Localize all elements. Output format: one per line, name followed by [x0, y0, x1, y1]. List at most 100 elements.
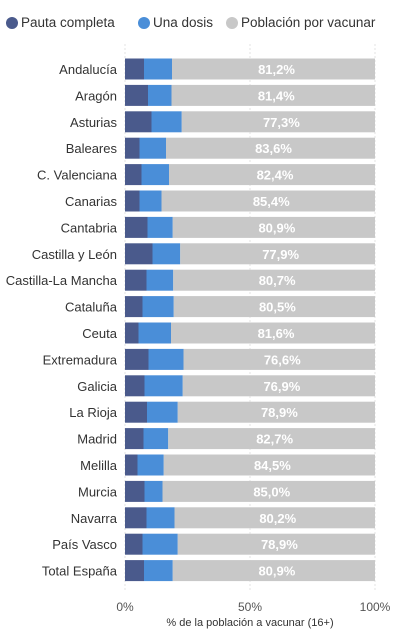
- bar-cantabria-poblacion-por-vacunar[interactable]: [172, 216, 375, 238]
- legend-item-poblacion-por-vacunar[interactable]: Población por vacunar: [226, 15, 375, 30]
- bar-ceuta-poblacion-por-vacunar[interactable]: [171, 322, 375, 344]
- bar-la-rioja-pauta-completa[interactable]: [125, 401, 147, 423]
- bar-baleares-pauta-completa[interactable]: [125, 137, 140, 159]
- bar-total-espana-una-dosis[interactable]: [144, 560, 173, 582]
- bar-murcia-poblacion-por-vacunar[interactable]: [162, 480, 376, 502]
- bar-melilla-poblacion-por-vacunar[interactable]: [163, 454, 375, 476]
- bar-total-espana-pauta-completa[interactable]: [125, 560, 144, 582]
- x-tick-label-0: 0%: [116, 600, 134, 614]
- bar-cantabria-pauta-completa[interactable]: [125, 216, 148, 238]
- bar-castilla-la-mancha-pauta-completa[interactable]: [125, 269, 147, 291]
- data-label-total-espana: 80,9%: [258, 564, 295, 579]
- bar-navarra-pauta-completa[interactable]: [125, 507, 147, 529]
- bar-c-valenciana-una-dosis[interactable]: [141, 164, 170, 186]
- bar-la-rioja-poblacion-por-vacunar[interactable]: [177, 401, 375, 423]
- bar-canarias-poblacion-por-vacunar[interactable]: [161, 190, 376, 212]
- bar-castilla-la-mancha-una-dosis[interactable]: [146, 269, 174, 291]
- bar-total-espana-poblacion-por-vacunar[interactable]: [172, 560, 375, 582]
- bar-cataluna-una-dosis[interactable]: [142, 296, 174, 318]
- legend-label-poblacion-por-vacunar: Población por vacunar: [241, 15, 376, 30]
- bar-andalucia-pauta-completa[interactable]: [125, 58, 144, 80]
- data-label-asturias: 77,3%: [263, 115, 300, 130]
- bar-baleares-poblacion-por-vacunar[interactable]: [166, 137, 375, 159]
- bar-pais-vasco-pauta-completa[interactable]: [125, 533, 143, 555]
- bar-castilla-y-leon-una-dosis[interactable]: [152, 243, 181, 265]
- bar-murcia-una-dosis[interactable]: [144, 480, 163, 502]
- category-label-cantabria: Cantabria: [61, 220, 118, 235]
- legend-item-pauta-completa[interactable]: Pauta completa: [6, 15, 115, 30]
- bar-madrid-poblacion-por-vacunar[interactable]: [168, 428, 375, 450]
- bar-c-valenciana-pauta-completa[interactable]: [125, 164, 142, 186]
- category-label-madrid: Madrid: [77, 432, 117, 447]
- data-label-castilla-la-mancha: 80,7%: [259, 273, 296, 288]
- bar-ceuta-una-dosis[interactable]: [138, 322, 172, 344]
- category-label-pais-vasco: País Vasco: [52, 537, 117, 552]
- bar-asturias-una-dosis[interactable]: [151, 111, 182, 133]
- bar-cataluna-pauta-completa[interactable]: [125, 296, 143, 318]
- bar-andalucia-una-dosis[interactable]: [144, 58, 172, 80]
- bar-castilla-y-leon-pauta-completa[interactable]: [125, 243, 153, 265]
- category-label-asturias: Asturias: [70, 115, 117, 130]
- data-label-cataluna: 80,5%: [259, 300, 296, 315]
- bar-pais-vasco-poblacion-por-vacunar[interactable]: [177, 533, 375, 555]
- bar-melilla-una-dosis[interactable]: [137, 454, 164, 476]
- bar-cataluna-poblacion-por-vacunar[interactable]: [173, 296, 375, 318]
- category-label-ceuta: Ceuta: [82, 326, 117, 341]
- bar-extremadura-poblacion-por-vacunar[interactable]: [183, 348, 376, 370]
- legend-swatch-una-dosis: [138, 16, 150, 29]
- bar-canarias-pauta-completa[interactable]: [125, 190, 140, 212]
- data-label-murcia: 85,0%: [253, 484, 290, 499]
- x-axis-label: % de la población a vacunar (16+): [166, 617, 333, 629]
- bar-navarra-una-dosis[interactable]: [146, 507, 175, 529]
- legend-swatch-poblacion-por-vacunar: [226, 16, 238, 29]
- data-label-aragon: 81,4%: [258, 88, 295, 103]
- bar-andalucia-poblacion-por-vacunar[interactable]: [172, 58, 375, 80]
- bar-asturias-pauta-completa[interactable]: [125, 111, 152, 133]
- legend: Pauta completa Una dosis Población por v…: [0, 0, 416, 36]
- category-label-la-rioja: La Rioja: [69, 405, 117, 420]
- data-label-pais-vasco: 78,9%: [261, 537, 298, 552]
- bar-aragon-pauta-completa[interactable]: [125, 84, 148, 106]
- data-label-andalucia: 81,2%: [258, 62, 295, 77]
- category-label-galicia: Galicia: [77, 379, 118, 394]
- category-label-castilla-la-mancha: Castilla-La Mancha: [6, 273, 118, 288]
- bar-cantabria-una-dosis[interactable]: [147, 216, 173, 238]
- data-label-galicia: 76,9%: [263, 379, 300, 394]
- category-label-cataluna: Cataluña: [65, 300, 118, 315]
- data-label-cantabria: 80,9%: [258, 220, 295, 235]
- bar-la-rioja-una-dosis[interactable]: [147, 401, 178, 423]
- bar-galicia-pauta-completa[interactable]: [125, 375, 145, 397]
- bar-castilla-y-leon-poblacion-por-vacunar[interactable]: [180, 243, 375, 265]
- bar-aragon-una-dosis[interactable]: [148, 84, 172, 106]
- bar-castilla-la-mancha-poblacion-por-vacunar[interactable]: [173, 269, 375, 291]
- bar-canarias-una-dosis[interactable]: [139, 190, 162, 212]
- bar-aragon-poblacion-por-vacunar[interactable]: [171, 84, 376, 106]
- bar-asturias-poblacion-por-vacunar[interactable]: [181, 111, 375, 133]
- bar-galicia-una-dosis[interactable]: [144, 375, 183, 397]
- data-label-c-valenciana: 82,4%: [257, 168, 294, 183]
- data-label-canarias: 85,4%: [253, 194, 290, 209]
- data-label-madrid: 82,7%: [256, 432, 293, 447]
- bar-ceuta-pauta-completa[interactable]: [125, 322, 139, 344]
- bar-madrid-pauta-completa[interactable]: [125, 428, 144, 450]
- legend-item-una-dosis[interactable]: Una dosis: [138, 15, 213, 30]
- data-label-baleares: 83,6%: [255, 141, 292, 156]
- bar-madrid-una-dosis[interactable]: [143, 428, 169, 450]
- bar-navarra-poblacion-por-vacunar[interactable]: [174, 507, 376, 529]
- category-labels: Andalucía Aragón Asturias Baleares C. Valenc…: [6, 62, 118, 579]
- x-tick-label-2: 100%: [360, 600, 391, 614]
- bar-c-valenciana-poblacion-por-vacunar[interactable]: [169, 164, 375, 186]
- category-label-baleares: Baleares: [66, 141, 118, 156]
- bar-pais-vasco-una-dosis[interactable]: [142, 533, 178, 555]
- bars: 81,2% 81,4% 77,3% 83,6% 82,4% 85,4% 80,9% 77,9%…: [125, 58, 376, 582]
- legend-label-pauta-completa: Pauta completa: [21, 15, 115, 30]
- bar-extremadura-una-dosis[interactable]: [148, 348, 184, 370]
- data-label-extremadura: 76,6%: [264, 352, 301, 367]
- bar-murcia-pauta-completa[interactable]: [125, 480, 145, 502]
- bar-baleares-una-dosis[interactable]: [139, 137, 167, 159]
- bar-galicia-poblacion-por-vacunar[interactable]: [182, 375, 375, 397]
- data-label-la-rioja: 78,9%: [261, 405, 298, 420]
- bar-melilla-pauta-completa[interactable]: [125, 454, 138, 476]
- bar-extremadura-pauta-completa[interactable]: [125, 348, 149, 370]
- category-label-castilla-y-leon: Castilla y León: [32, 247, 117, 262]
